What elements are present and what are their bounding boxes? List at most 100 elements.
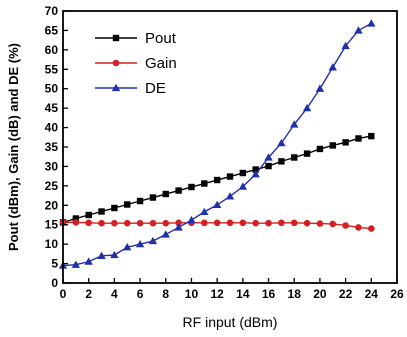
data-point [328,63,337,71]
data-point [98,208,105,215]
data-point [135,239,145,248]
data-point [265,162,272,170]
x-tick-label: 0 [60,287,67,301]
data-point [226,173,234,180]
x-tick-label: 2 [85,287,92,301]
data-point [111,219,118,227]
data-point [355,135,362,142]
data-point [148,236,158,245]
data-point [110,250,119,259]
data-point [226,219,234,227]
legend-item-pout: Pout [95,30,177,47]
data-point [72,215,80,222]
data-point [85,219,92,227]
y-tick-label: 10 [45,237,59,251]
y-tick-label: 25 [45,179,59,193]
x-tick-label: 14 [236,287,250,301]
x-tick-label: 4 [111,287,118,301]
y-tick-label: 15 [45,218,59,232]
data-point [342,139,349,146]
data-point [239,219,247,227]
y-tick-label: 35 [45,140,59,154]
data-point [368,225,375,232]
data-point [97,251,106,259]
x-axis-title: RF input (dBm) [183,314,278,330]
y-tick-label: 50 [45,82,59,96]
data-point [290,120,299,128]
data-point [329,142,336,149]
data-point [124,201,131,208]
data-point [354,26,363,34]
x-tick-label: 26 [390,287,404,301]
data-point [149,219,157,227]
data-point [98,219,105,227]
data-point [123,219,131,227]
data-point [162,219,170,227]
x-tick-label: 20 [313,287,327,301]
data-point [188,183,195,191]
plot-series [58,19,376,269]
data-point [303,150,311,157]
y-tick-label: 20 [45,198,59,212]
data-point [329,220,337,228]
data-point [251,170,260,178]
data-point [136,219,144,227]
x-tick-label: 8 [162,287,169,301]
x-tick-label: 18 [288,287,302,301]
y-axis-title: Pout (dBm), Gain (dB) and DE (%) [6,43,21,251]
data-point [136,197,144,205]
x-tick-label: 16 [262,287,276,301]
y-tick-label: 0 [51,276,58,290]
x-tick-label: 10 [185,287,199,301]
data-point [200,207,209,216]
legend-label: DE [145,80,166,97]
x-tick-label: 22 [339,287,353,301]
data-point [316,145,324,153]
data-point [84,257,93,265]
data-point [368,132,375,140]
legend-marker [111,83,121,92]
legend-label: Pout [145,30,177,47]
data-point [367,19,376,27]
legend-marker [112,59,120,67]
y-tick-label: 5 [51,257,58,271]
series-pout [59,132,375,226]
legend-marker [112,34,120,42]
data-point [175,187,182,194]
x-tick-label: 6 [137,287,144,301]
data-point [238,182,248,190]
data-point [341,41,350,50]
data-point [252,219,259,227]
data-point [316,220,324,227]
data-point [277,138,286,147]
data-point [278,158,285,165]
data-point [315,84,325,92]
data-point [85,211,92,219]
y-tick-label: 55 [45,62,59,76]
data-point [71,260,81,268]
series-gain [59,219,375,232]
x-tick-label: 12 [210,287,224,301]
data-point [265,219,272,227]
data-point [111,204,118,212]
data-point [239,169,247,177]
data-point [187,215,196,224]
y-tick-label: 70 [45,4,59,18]
x-tick-label: 24 [365,287,379,301]
data-point [302,103,312,112]
data-point [123,243,132,251]
data-point [175,219,182,227]
data-point [278,219,285,227]
y-tick-label: 45 [45,101,59,115]
data-point [201,219,208,227]
data-point [213,176,221,184]
data-point [342,222,349,229]
data-point [213,219,221,227]
data-point [72,219,80,226]
legend-label: Gain [145,55,177,72]
data-point [355,224,362,231]
data-point [161,230,170,238]
data-point [225,192,235,200]
data-point [264,153,273,161]
data-point [252,166,259,173]
